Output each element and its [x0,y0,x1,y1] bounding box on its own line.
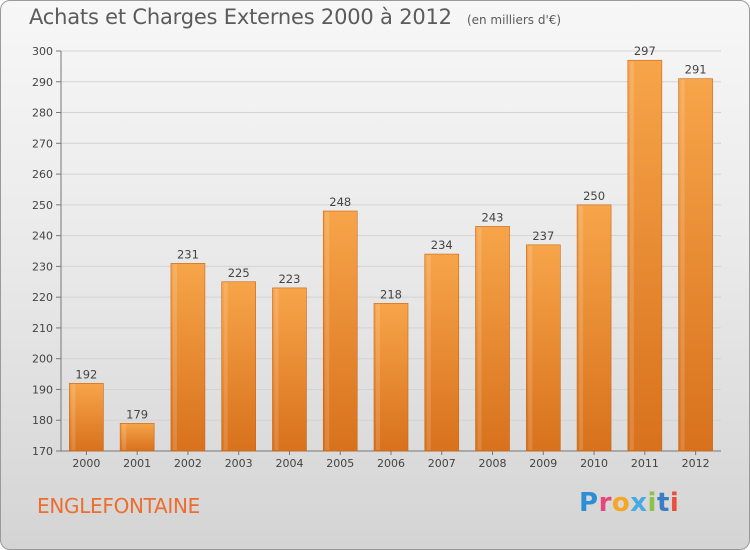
bar-highlight [223,282,228,450]
y-tick-label: 240 [32,230,53,243]
data-label-2000: 192 [75,367,97,381]
bar-highlight [528,245,533,450]
bar-2008 [475,226,510,452]
data-label-2009: 237 [532,229,554,243]
x-tick-label-2001: 2001 [123,457,151,470]
bar-highlight [325,212,330,450]
y-tick-label: 230 [32,260,53,273]
y-tick-label: 220 [32,291,53,304]
bar-highlight [426,255,431,450]
data-labels: 192 179 231 225 223 248 218 234 243 237 250 297 291 [75,44,706,421]
x-tick-label-2009: 2009 [529,457,557,470]
bar-highlight [579,205,584,450]
data-label-2011: 297 [634,44,656,58]
proxiti-logo: Proxiti [579,488,680,518]
bar-highlight [172,264,177,450]
y-tick-label: 270 [32,137,53,150]
bar-2000 [69,383,104,452]
y-tick-label: 260 [32,168,53,181]
bar-2003 [221,281,256,452]
y-tick-label: 210 [32,322,53,335]
y-tick-label: 180 [32,414,53,427]
chart-title-group: Achats et Charges Externes 2000 à 2012 (… [29,5,561,29]
bar-2005 [322,210,358,452]
x-tick-label-2012: 2012 [682,457,710,470]
y-tick-label: 190 [32,383,53,396]
x-tick-label-2005: 2005 [326,457,354,470]
data-label-2004: 223 [278,272,300,286]
chart-unit: (en milliers d'€) [466,13,562,27]
x-tick-label-2006: 2006 [377,457,405,470]
bar-2006 [373,303,409,452]
bar-2009 [526,244,561,452]
bar-2004 [272,287,307,452]
y-tick-label: 200 [32,353,53,366]
bar-2010 [576,204,612,452]
bars [69,59,713,452]
bar-2002 [170,263,206,452]
x-tick-label-2011: 2011 [631,457,659,470]
bar-2001 [119,423,155,452]
bar-highlight [71,384,76,450]
bar-2011 [627,59,663,452]
data-label-2003: 225 [228,266,250,280]
bar-2012 [678,78,713,452]
y-tick-label: 280 [32,107,53,120]
bar-highlight [477,227,482,450]
x-tick-label-2010: 2010 [580,457,608,470]
data-label-2008: 243 [482,210,504,224]
data-label-2007: 234 [431,238,453,252]
data-label-2012: 291 [685,63,707,77]
axes: 170 180 190 200 210 220 230 240 250 260 270 280 290 3… [32,45,721,470]
x-tick-label-2004: 2004 [275,457,303,470]
data-label-2010: 250 [583,189,605,203]
bar-highlight [274,288,279,450]
data-label-2005: 248 [329,195,351,209]
x-tick-label-2002: 2002 [174,457,202,470]
data-label-2006: 218 [380,287,402,301]
chart-title: Achats et Charges Externes 2000 à 2012 [29,5,452,29]
bar-highlight [680,79,685,450]
town-name: ENGLEFONTAINE [37,494,201,518]
y-tick-label: 170 [32,445,53,458]
y-tick-label: 290 [32,76,53,89]
data-label-2002: 231 [177,247,199,261]
bar-highlight [122,424,127,450]
x-tick-label-2007: 2007 [428,457,456,470]
x-tick-label-2000: 2000 [72,457,100,470]
bar-highlight [629,61,634,450]
x-tick-label-2003: 2003 [225,457,253,470]
data-label-2001: 179 [126,407,148,421]
y-tick-label: 250 [32,199,53,212]
bar-2007 [424,253,460,452]
y-tick-label: 300 [32,45,53,58]
x-tick-label-2008: 2008 [479,457,507,470]
bar-highlight [376,304,380,450]
